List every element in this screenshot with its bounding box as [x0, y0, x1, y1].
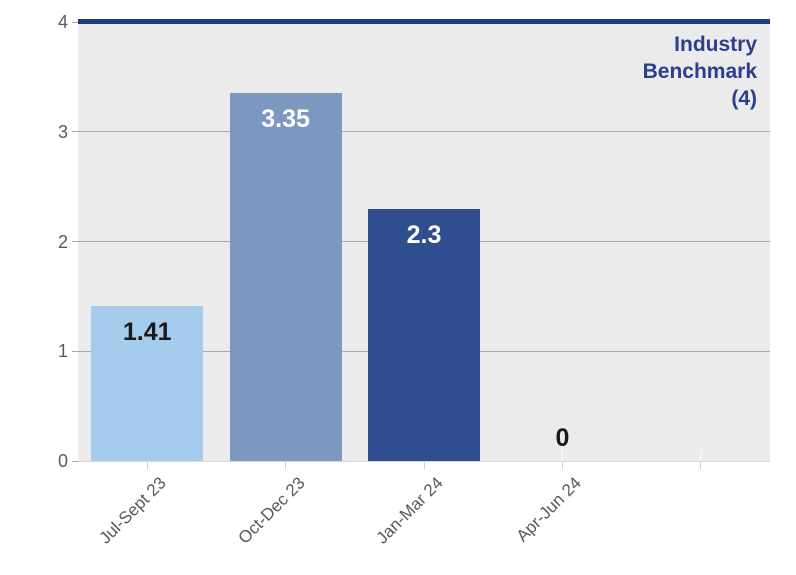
x-axis-tick-2 — [423, 462, 425, 469]
y-tick-label-2: 2 — [57, 231, 68, 252]
bar-Jul-Sept 23 — [91, 306, 204, 461]
data-label-Jan-Mar 24: 2.3 — [406, 220, 442, 249]
benchmark-label-line-1: Benchmark — [642, 60, 757, 83]
plot-area: 1.41 3.35 2.3 0 — [72, 19, 770, 462]
bar-Jan-Mar 24 — [368, 208, 480, 461]
y-axis-tick-4 — [72, 21, 78, 23]
x-axis-tick-inner-3 — [561, 449, 564, 461]
benchmark-label-line-2: (4) — [731, 87, 757, 110]
bar-Oct-Dec 23 — [229, 93, 342, 461]
industry-benchmark-line — [78, 19, 770, 24]
industry-benchmark-label: Industry Benchmark (4) — [643, 31, 757, 112]
x-axis-tick-3 — [561, 462, 563, 469]
data-label-Jul-Sept 23: 1.41 — [122, 318, 172, 347]
data-label-Oct-Dec 23: 3.35 — [261, 105, 310, 134]
y-tick-label-0: 0 — [57, 451, 68, 471]
y-axis-tick-0 — [72, 460, 78, 462]
x-axis-tick-4 — [700, 462, 702, 469]
x-axis-tick-1 — [285, 462, 287, 469]
x-category-label-Jan-Mar 24: Jan-Mar 24 — [372, 473, 447, 548]
gridline-y-3 — [78, 131, 770, 133]
x-axis-tick-inner-4 — [699, 449, 702, 461]
benchmark-label-line-0: Industry — [674, 33, 757, 56]
x-category-label-Oct-Dec 23: Oct-Dec 23 — [234, 473, 309, 548]
y-tick-label-4: 4 — [57, 12, 68, 32]
data-label-Apr-Jun 24: 0 — [555, 424, 570, 452]
y-axis-tick-2 — [72, 241, 78, 242]
y-axis-tick-1 — [72, 350, 78, 352]
x-category-label-Jul-Sept 23: Jul-Sept 23 — [95, 473, 170, 548]
x-axis-tick-0 — [146, 462, 148, 469]
y-axis-tick-3 — [72, 131, 78, 133]
y-tick-label-1: 1 — [57, 341, 68, 362]
x-category-label-Apr-Jun 24: Apr-Jun 24 — [512, 473, 586, 546]
y-tick-label-3: 3 — [57, 121, 68, 142]
